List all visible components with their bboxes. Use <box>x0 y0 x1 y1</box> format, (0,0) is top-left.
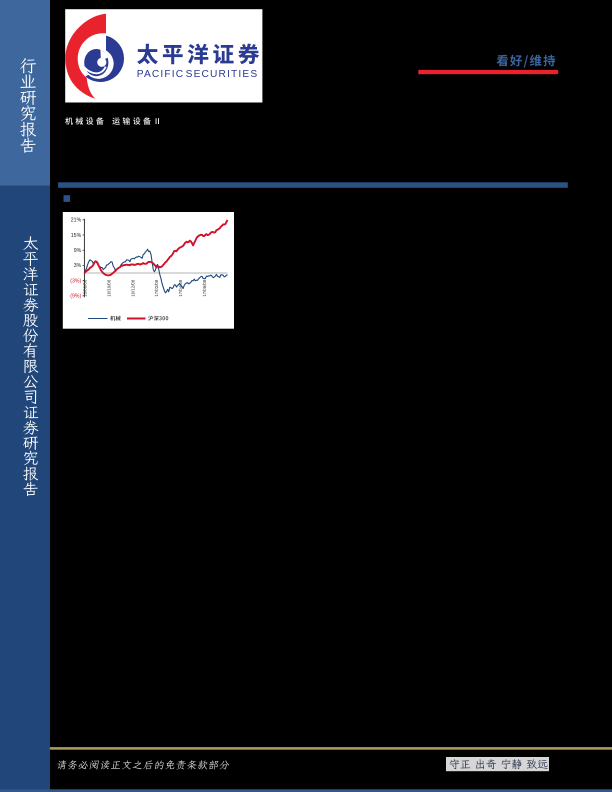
svg-text:PACIFIC: PACIFIC <box>137 69 184 80</box>
svg-text:17/04/08: 17/04/08 <box>178 279 183 297</box>
svg-text:17/06/08: 17/06/08 <box>202 279 207 297</box>
svg-text:SECURITIES: SECURITIES <box>186 69 259 80</box>
svg-text:17/02/08: 17/02/08 <box>154 279 159 297</box>
svg-text:3%: 3% <box>74 263 82 269</box>
svg-text:9%: 9% <box>74 248 82 254</box>
svg-text:(3%): (3%) <box>70 278 81 284</box>
svg-text:16/12/08: 16/12/08 <box>130 279 135 297</box>
svg-text:(9%): (9%) <box>70 294 81 300</box>
svg-text:21%: 21% <box>71 218 82 224</box>
svg-text:16/10/08: 16/10/08 <box>106 279 111 297</box>
svg-text:16/08/08: 16/08/08 <box>83 279 88 297</box>
svg-text:15%: 15% <box>71 233 82 239</box>
